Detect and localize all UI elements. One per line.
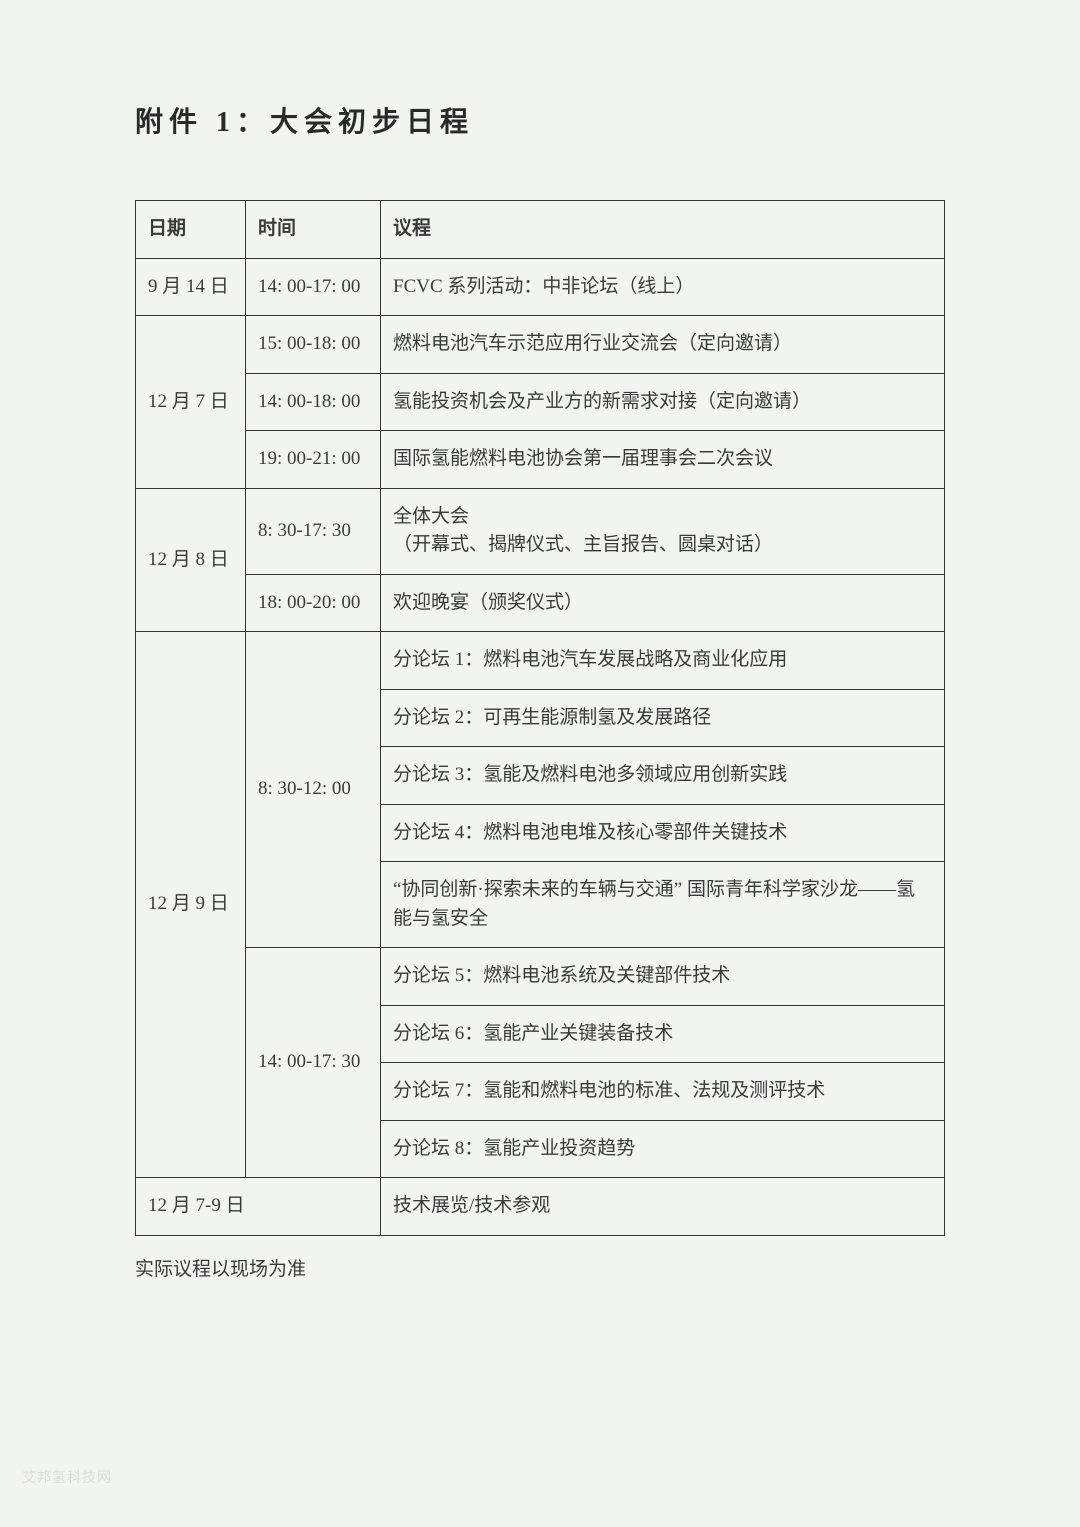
table-row: 9 月 14 日 14: 00-17: 00 FCVC 系列活动：中非论坛（线上… <box>136 258 945 316</box>
header-date: 日期 <box>136 201 246 259</box>
cell-agenda: 分论坛 7：氢能和燃料电池的标准、法规及测评技术 <box>381 1063 945 1121</box>
cell-agenda: “协同创新·探索未来的车辆与交通” 国际青年科学家沙龙——氢能与氢安全 <box>381 862 945 948</box>
cell-agenda: 分论坛 6：氢能产业关键装备技术 <box>381 1005 945 1063</box>
footnote: 实际议程以现场为准 <box>135 1254 945 1281</box>
cell-date: 9 月 14 日 <box>136 258 246 316</box>
cell-agenda: 分论坛 5：燃料电池系统及关键部件技术 <box>381 948 945 1006</box>
cell-agenda: 燃料电池汽车示范应用行业交流会（定向邀请） <box>381 316 945 374</box>
cell-agenda: 分论坛 4：燃料电池电堆及核心零部件关键技术 <box>381 804 945 862</box>
schedule-table: 日期 时间 议程 9 月 14 日 14: 00-17: 00 FCVC 系列活… <box>135 200 945 1236</box>
cell-time: 14: 00-17: 30 <box>246 948 381 1178</box>
cell-time: 14: 00-17: 00 <box>246 258 381 316</box>
cell-agenda: 国际氢能燃料电池协会第一届理事会二次会议 <box>381 431 945 489</box>
cell-agenda: 分论坛 2：可再生能源制氢及发展路径 <box>381 689 945 747</box>
header-time: 时间 <box>246 201 381 259</box>
table-row: 12 月 9 日 8: 30-12: 00 分论坛 1：燃料电池汽车发展战略及商… <box>136 632 945 690</box>
table-row: 12 月 7 日 15: 00-18: 00 燃料电池汽车示范应用行业交流会（定… <box>136 316 945 374</box>
table-row: 12 月 8 日 8: 30-17: 30 全体大会 （开幕式、揭牌仪式、主旨报… <box>136 488 945 574</box>
cell-date: 12 月 9 日 <box>136 632 246 1178</box>
cell-date: 12 月 8 日 <box>136 488 246 632</box>
cell-agenda: 分论坛 1：燃料电池汽车发展战略及商业化应用 <box>381 632 945 690</box>
page-title: 附件 1：大会初步日程 <box>135 100 945 140</box>
table-row: 14: 00-18: 00 氢能投资机会及产业方的新需求对接（定向邀请） <box>136 373 945 431</box>
cell-time: 14: 00-18: 00 <box>246 373 381 431</box>
watermark: 艾邦氢科技网 <box>22 1467 112 1487</box>
cell-agenda: 分论坛 8：氢能产业投资趋势 <box>381 1120 945 1178</box>
table-row: 12 月 7-9 日 技术展览/技术参观 <box>136 1178 945 1236</box>
cell-agenda: FCVC 系列活动：中非论坛（线上） <box>381 258 945 316</box>
cell-agenda: 全体大会 （开幕式、揭牌仪式、主旨报告、圆桌对话） <box>381 488 945 574</box>
cell-time: 18: 00-20: 00 <box>246 574 381 632</box>
table-row: 18: 00-20: 00 欢迎晚宴（颁奖仪式） <box>136 574 945 632</box>
cell-date: 12 月 7-9 日 <box>136 1178 381 1236</box>
cell-agenda: 欢迎晚宴（颁奖仪式） <box>381 574 945 632</box>
cell-time: 8: 30-17: 30 <box>246 488 381 574</box>
cell-agenda: 氢能投资机会及产业方的新需求对接（定向邀请） <box>381 373 945 431</box>
cell-date: 12 月 7 日 <box>136 316 246 489</box>
table-row: 14: 00-17: 30 分论坛 5：燃料电池系统及关键部件技术 <box>136 948 945 1006</box>
cell-agenda: 技术展览/技术参观 <box>381 1178 945 1236</box>
cell-agenda: 分论坛 3：氢能及燃料电池多领域应用创新实践 <box>381 747 945 805</box>
table-row: 19: 00-21: 00 国际氢能燃料电池协会第一届理事会二次会议 <box>136 431 945 489</box>
header-agenda: 议程 <box>381 201 945 259</box>
cell-time: 19: 00-21: 00 <box>246 431 381 489</box>
table-header-row: 日期 时间 议程 <box>136 201 945 259</box>
cell-time: 8: 30-12: 00 <box>246 632 381 948</box>
cell-time: 15: 00-18: 00 <box>246 316 381 374</box>
